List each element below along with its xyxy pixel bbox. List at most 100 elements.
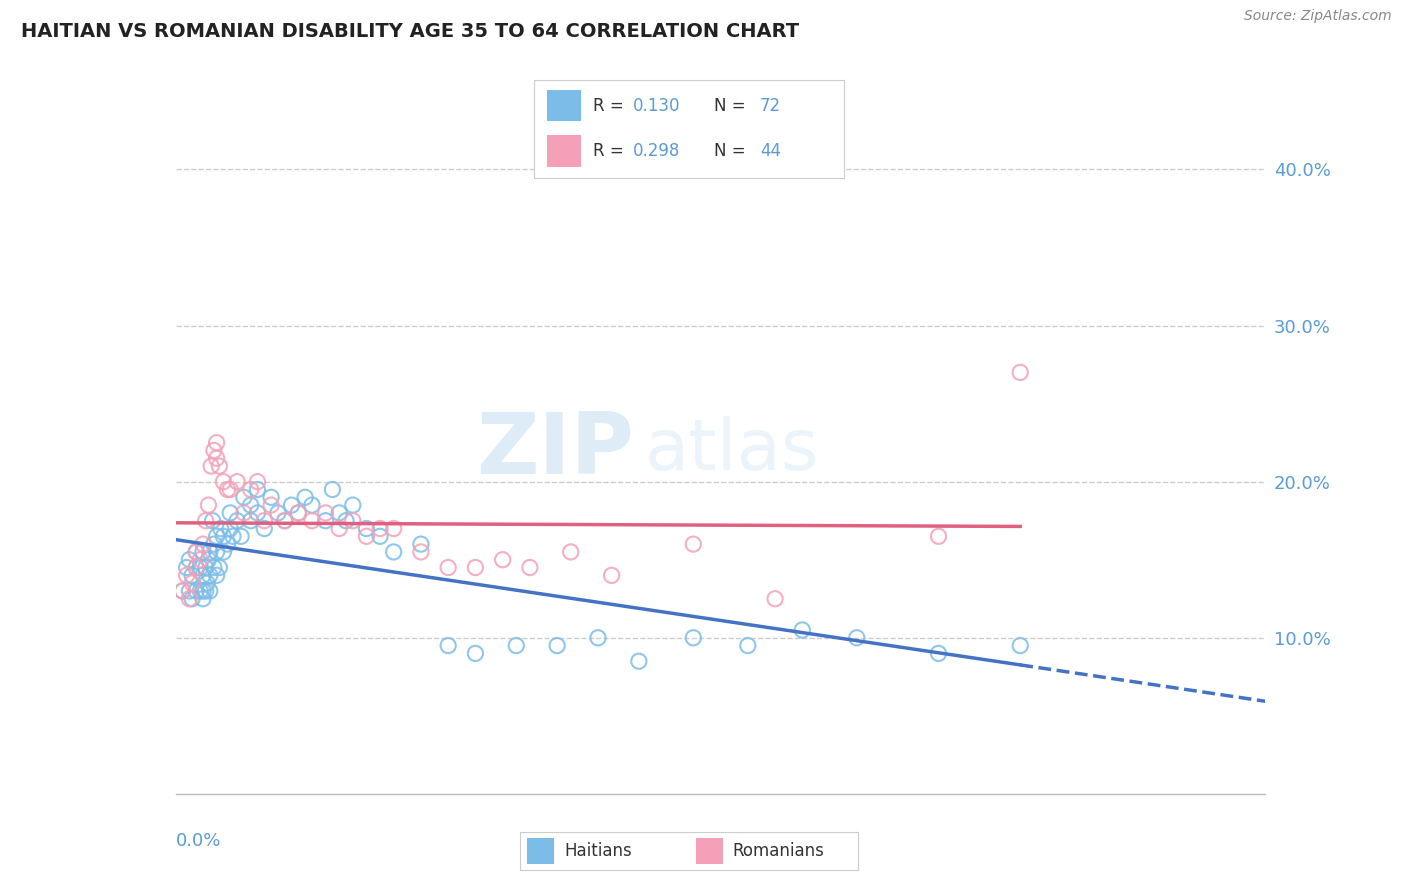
Point: [253, 521, 276, 535]
Point: [217, 483, 239, 497]
Point: [202, 537, 225, 551]
Point: [328, 521, 350, 535]
Point: [191, 537, 214, 551]
Point: [737, 639, 759, 653]
Point: [172, 583, 194, 598]
Point: [205, 451, 228, 466]
Point: [231, 529, 253, 543]
Point: [219, 483, 242, 497]
Point: [209, 521, 232, 535]
Point: [201, 514, 224, 528]
Point: [179, 583, 201, 598]
Point: [267, 506, 290, 520]
Point: [763, 591, 786, 606]
Text: Source: ZipAtlas.com: Source: ZipAtlas.com: [1244, 9, 1392, 23]
Point: [382, 521, 405, 535]
Point: [287, 506, 309, 520]
Point: [188, 560, 211, 574]
Text: R =: R =: [593, 97, 628, 115]
Point: [287, 506, 309, 520]
Text: atlas: atlas: [644, 416, 818, 485]
Point: [437, 560, 460, 574]
Point: [202, 560, 225, 574]
Point: [246, 483, 269, 497]
Point: [176, 560, 198, 574]
Point: [226, 514, 249, 528]
Point: [191, 545, 214, 559]
Point: [232, 506, 254, 520]
Point: [197, 552, 219, 567]
Point: [342, 498, 364, 512]
Point: [208, 458, 231, 473]
Point: [198, 568, 221, 582]
Point: [280, 498, 302, 512]
Point: [200, 458, 222, 473]
Bar: [527, 838, 554, 864]
Point: [368, 521, 391, 535]
Point: [301, 498, 323, 512]
Point: [181, 591, 204, 606]
Point: [219, 521, 242, 535]
Text: Romanians: Romanians: [733, 842, 825, 860]
Point: [205, 529, 228, 543]
Point: [253, 514, 276, 528]
Text: 0.298: 0.298: [633, 142, 681, 160]
Text: 44: 44: [761, 142, 782, 160]
Point: [274, 514, 297, 528]
Point: [191, 568, 214, 582]
Point: [239, 483, 262, 497]
Point: [186, 545, 208, 559]
Point: [294, 490, 316, 504]
Text: N =: N =: [714, 97, 751, 115]
Point: [409, 545, 432, 559]
Point: [1010, 366, 1032, 380]
Point: [315, 506, 337, 520]
Point: [172, 583, 194, 598]
Point: [1010, 639, 1032, 653]
Point: [682, 631, 704, 645]
Point: [315, 514, 337, 528]
Point: [226, 475, 249, 489]
Point: [217, 537, 239, 551]
Bar: [696, 838, 723, 864]
Point: [239, 514, 262, 528]
Point: [321, 483, 343, 497]
Point: [181, 576, 204, 591]
Text: 0.130: 0.130: [633, 97, 681, 115]
Point: [212, 545, 235, 559]
Point: [179, 591, 201, 606]
Point: [176, 568, 198, 582]
Point: [186, 583, 208, 598]
Point: [260, 490, 283, 504]
Point: [492, 552, 515, 567]
Point: [519, 560, 541, 574]
Point: [212, 475, 235, 489]
Point: [208, 560, 231, 574]
Text: N =: N =: [714, 142, 751, 160]
Point: [928, 646, 950, 660]
Point: [186, 560, 208, 574]
Point: [179, 552, 201, 567]
Point: [328, 506, 350, 520]
Point: [260, 498, 283, 512]
Point: [792, 623, 814, 637]
Point: [181, 568, 204, 582]
Point: [194, 560, 217, 574]
Point: [205, 568, 228, 582]
Point: [274, 514, 297, 528]
Point: [246, 506, 269, 520]
Point: [205, 435, 228, 450]
Point: [197, 498, 219, 512]
Point: [600, 568, 623, 582]
Point: [188, 552, 211, 567]
Text: 0.0%: 0.0%: [176, 831, 221, 850]
Point: [198, 545, 221, 559]
Point: [464, 560, 486, 574]
Point: [186, 560, 208, 574]
Point: [368, 529, 391, 543]
Point: [191, 583, 214, 598]
Point: [202, 443, 225, 458]
Point: [546, 639, 568, 653]
Text: Haitians: Haitians: [564, 842, 631, 860]
Point: [682, 537, 704, 551]
